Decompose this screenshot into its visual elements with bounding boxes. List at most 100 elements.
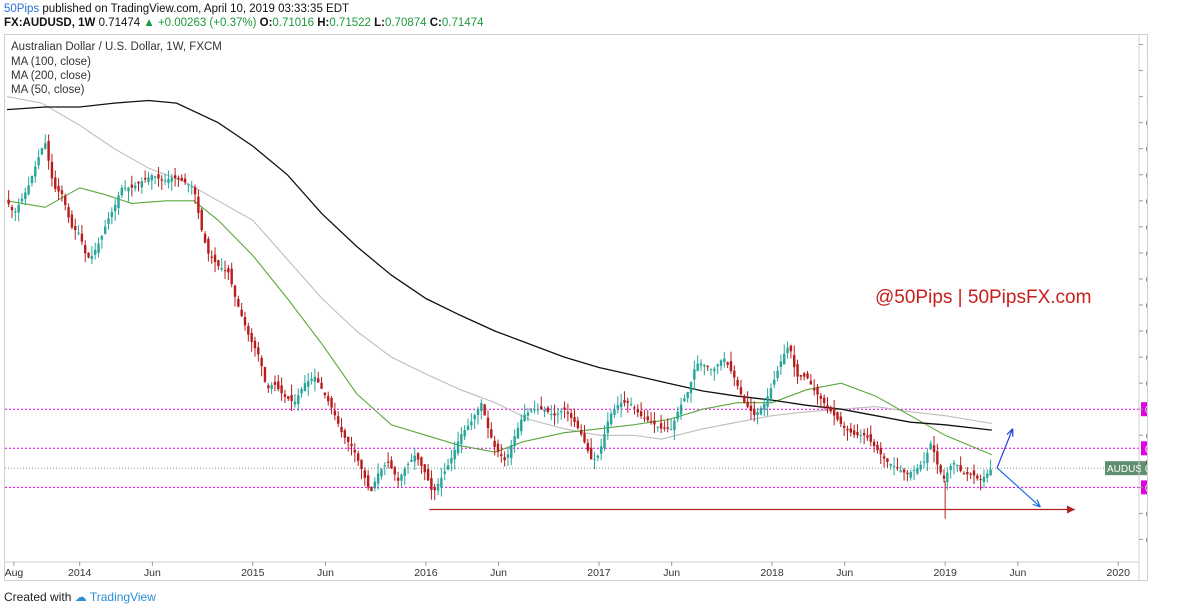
candle-body xyxy=(683,398,686,402)
candle-body xyxy=(872,441,876,447)
candle-body xyxy=(769,388,773,399)
candle-body xyxy=(336,416,340,424)
candle-body xyxy=(150,175,153,181)
candle-body xyxy=(759,407,763,415)
candle-body xyxy=(919,464,922,470)
candle-body xyxy=(307,380,310,387)
ma100-line xyxy=(6,96,992,440)
candle-body xyxy=(723,358,726,363)
time-tick-label: Jun xyxy=(836,567,853,579)
time-tick-label: 2014 xyxy=(68,567,92,579)
candle-body xyxy=(283,394,287,397)
candle-body xyxy=(430,478,433,490)
quote-line: FX:AUDUSD, 1W 0.71474 ▲ +0.00263 (+0.37%… xyxy=(4,17,483,29)
candle-body xyxy=(187,184,190,186)
candle-body xyxy=(223,270,227,272)
candle-body xyxy=(676,411,679,420)
published-text: published on TradingView.com, April 10, … xyxy=(42,3,350,15)
chart-area[interactable]: 0.760000.730000.70000AUDUSD0.71474 1.040… xyxy=(4,34,1197,581)
candle-body xyxy=(476,408,480,416)
time-tick-label: 2016 xyxy=(414,567,438,579)
ma50-line xyxy=(6,187,993,456)
candle-body xyxy=(603,434,606,449)
candle-body xyxy=(343,430,347,438)
candle-body xyxy=(483,404,486,416)
publisher-link[interactable]: 50Pips xyxy=(4,3,40,15)
candle-body xyxy=(243,317,247,326)
candle-body xyxy=(526,412,530,416)
candle-body xyxy=(313,376,317,382)
candle-body xyxy=(363,470,367,478)
candle-body xyxy=(133,185,137,189)
candle-body xyxy=(713,368,716,371)
candle-body xyxy=(110,211,114,218)
candle-body xyxy=(220,268,223,270)
price-chart[interactable]: 0.760000.730000.70000AUDUSD0.71474 1.040… xyxy=(5,35,1197,580)
candle-body xyxy=(103,226,107,234)
candle-body xyxy=(846,428,849,431)
candle-body xyxy=(310,378,313,381)
candle-body xyxy=(453,449,456,460)
candle-body xyxy=(546,407,550,412)
candle-body xyxy=(140,181,144,188)
candle-body xyxy=(636,409,639,413)
candle-body xyxy=(753,408,756,416)
candle-body xyxy=(703,364,706,367)
candle-body xyxy=(493,440,496,447)
projection-up-arrow-line xyxy=(996,428,1014,469)
time-tick-label: Jun xyxy=(317,567,334,579)
candle-body xyxy=(550,414,553,416)
candle-body xyxy=(30,175,34,184)
candle-body xyxy=(613,409,616,415)
time-tick-label: 2015 xyxy=(241,567,265,579)
candle-body xyxy=(949,465,952,471)
candle-body xyxy=(709,368,713,370)
candle-body xyxy=(556,413,560,415)
tradingview-brand[interactable]: TradingView xyxy=(89,590,156,604)
candle-body xyxy=(706,366,709,368)
candle-body xyxy=(84,245,87,254)
candle-body xyxy=(27,185,30,195)
candle-body xyxy=(686,392,689,399)
candle-body xyxy=(673,421,676,431)
candle-body xyxy=(210,256,213,258)
up-triangle-icon: ▲ xyxy=(143,17,155,29)
price-tick-label: 0.70000 xyxy=(1146,483,1147,494)
candle-body xyxy=(247,325,250,335)
candle-body xyxy=(909,472,912,478)
candle-body xyxy=(543,409,546,412)
candle-body xyxy=(393,467,396,475)
candle-body xyxy=(560,411,563,413)
candle-body xyxy=(97,243,100,253)
candle-body xyxy=(982,476,986,482)
candle-body xyxy=(812,388,816,391)
candle-body xyxy=(912,469,916,471)
time-tick-label: 2017 xyxy=(587,567,611,579)
candle-body xyxy=(373,481,377,489)
chart-title: Australian Dollar / U.S. Dollar, 1W, FXC… xyxy=(11,41,222,53)
candle-body xyxy=(263,366,267,382)
low-label: L: xyxy=(374,17,385,29)
candle-body xyxy=(629,403,633,405)
price-tick-label: 0.72000 xyxy=(1146,457,1147,468)
candle-body xyxy=(400,474,403,481)
candle-body xyxy=(726,362,729,365)
candle-body xyxy=(866,435,869,438)
candle-body xyxy=(230,268,233,285)
open-label: O: xyxy=(259,17,273,29)
candle-body xyxy=(952,462,956,465)
candle-body xyxy=(24,192,27,200)
candle-body xyxy=(80,233,84,242)
candle-body xyxy=(200,209,203,231)
candle-body xyxy=(460,434,463,445)
candle-body xyxy=(803,373,806,377)
candle-body xyxy=(503,457,506,461)
candle-body xyxy=(879,448,882,455)
candle-body xyxy=(862,433,866,436)
candle-body xyxy=(7,199,10,204)
candle-body xyxy=(123,187,127,189)
candle-body xyxy=(47,141,50,161)
legend-ma100: MA (100, close) xyxy=(11,56,91,68)
time-tick-label: 2020 xyxy=(1107,567,1131,579)
price-tick-label: 0.68000 xyxy=(1146,509,1147,520)
